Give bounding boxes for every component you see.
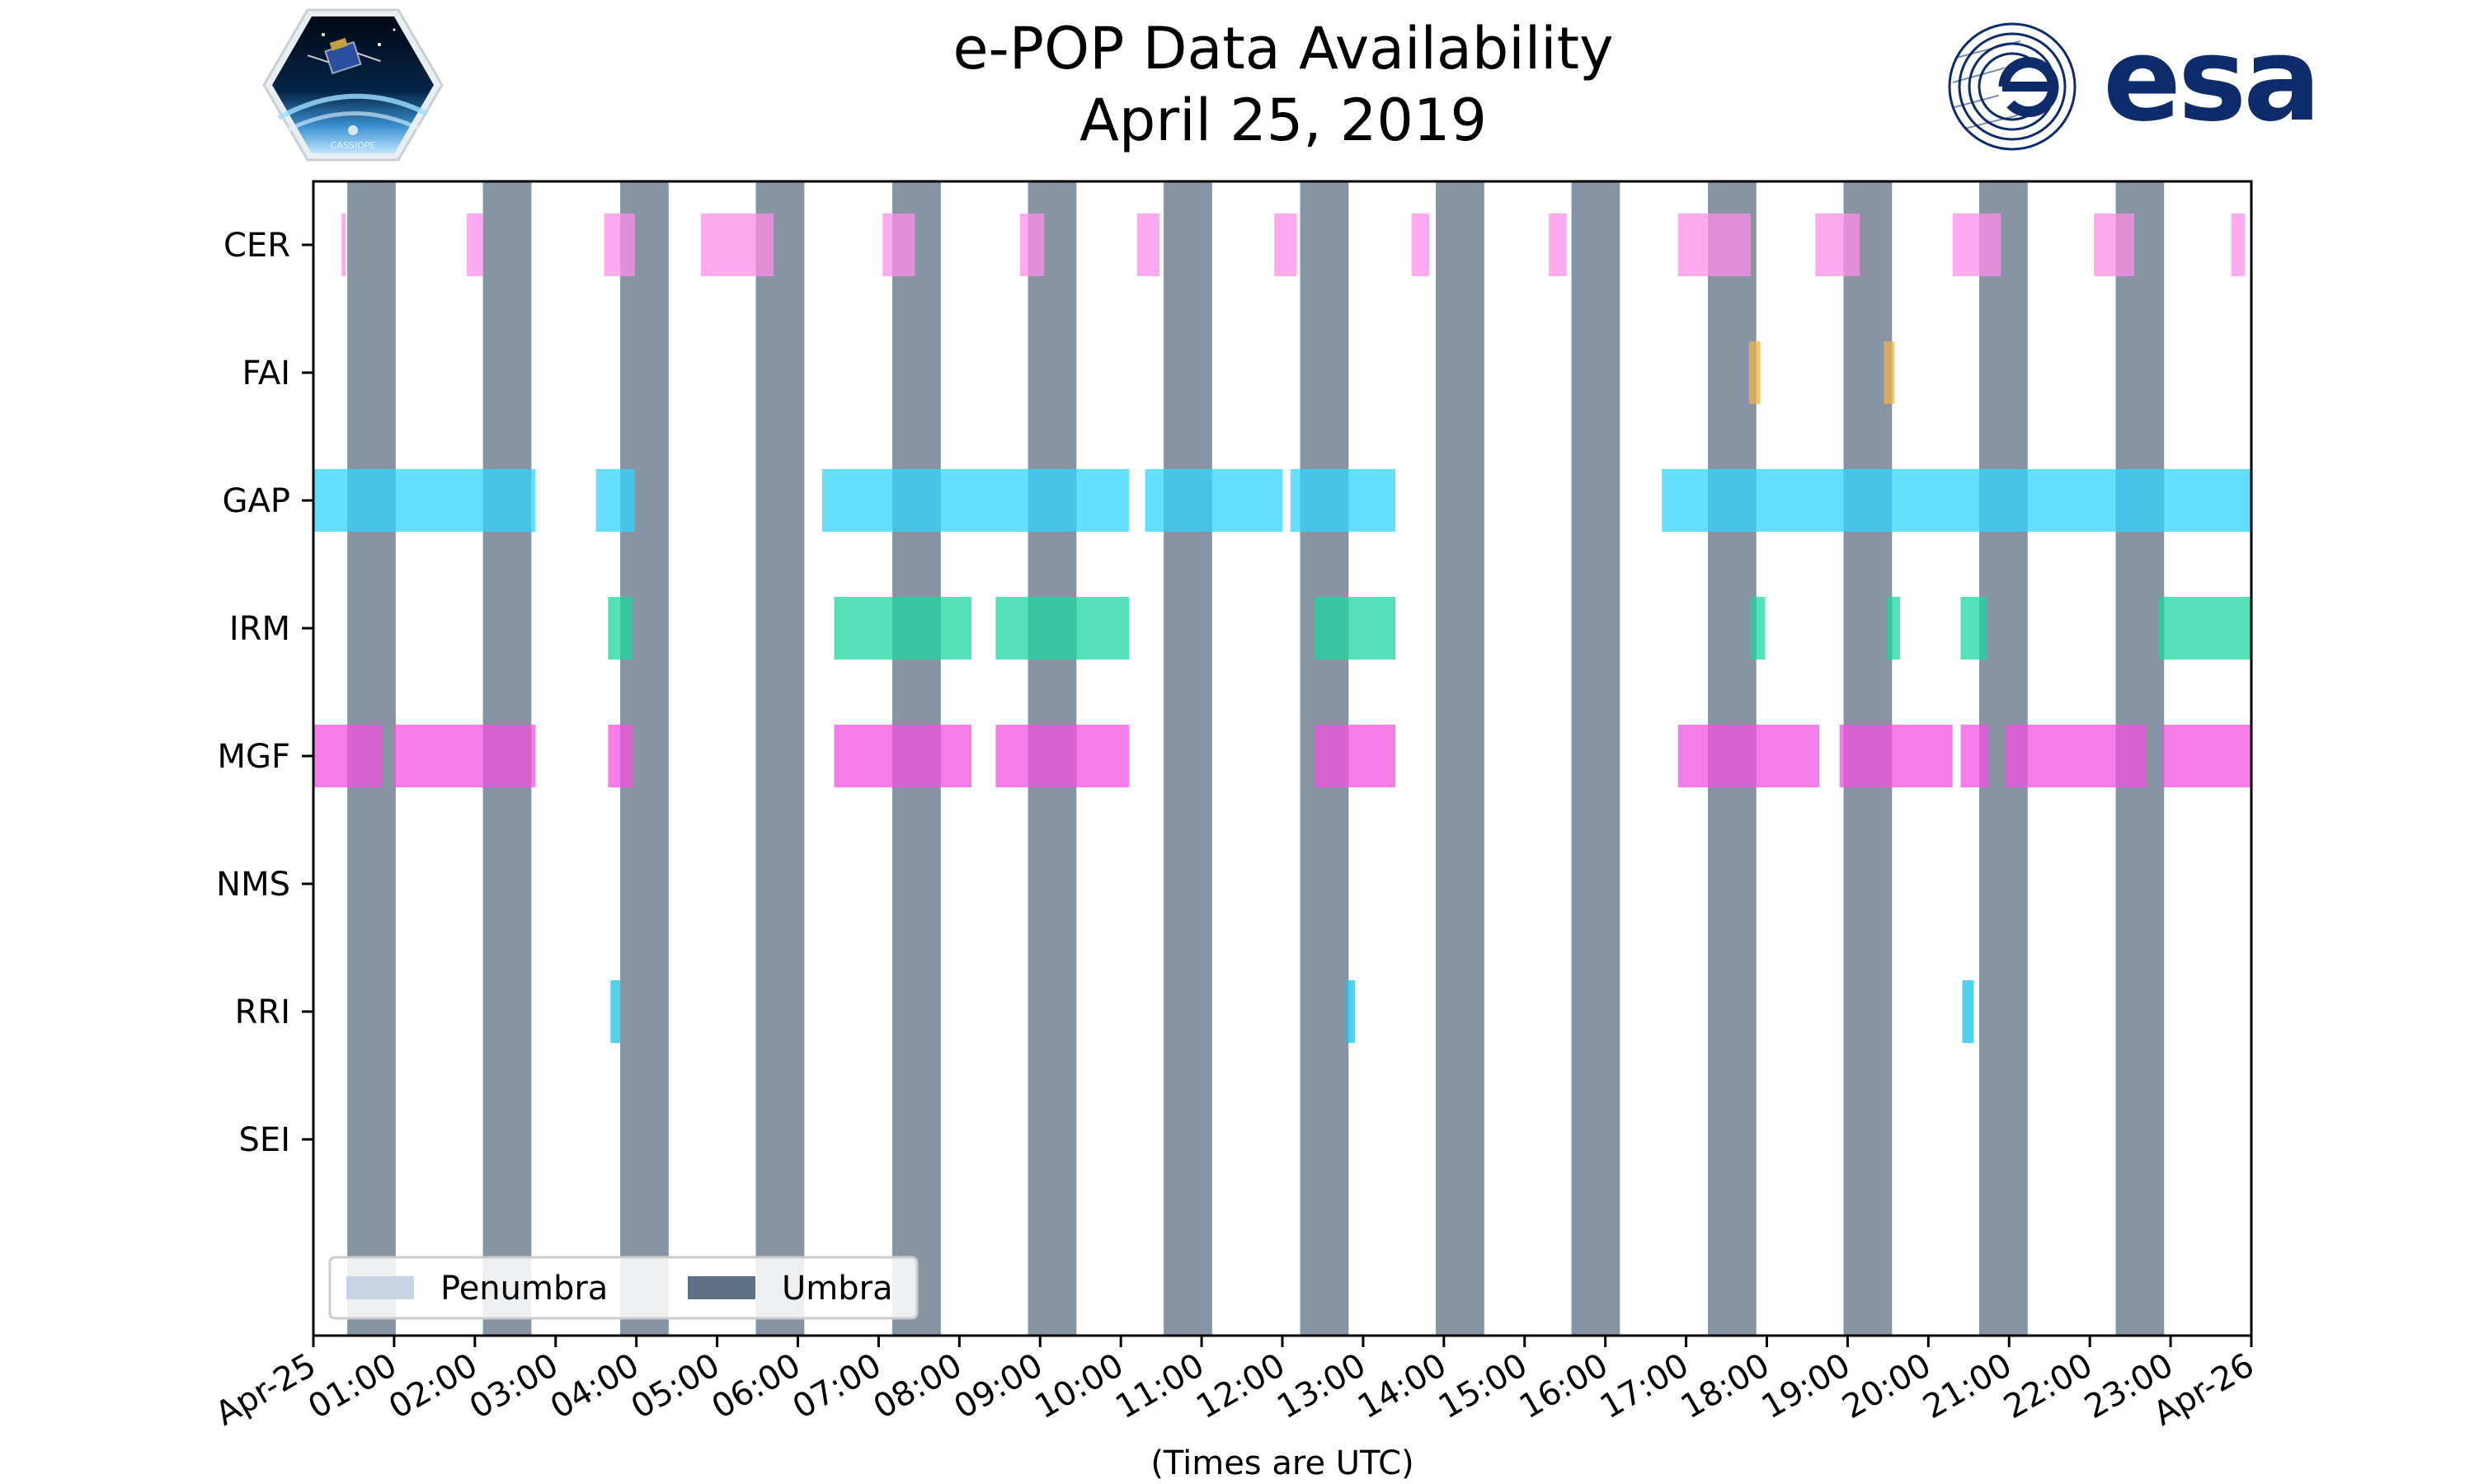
x-tick-label: 10:00 xyxy=(1028,1346,1130,1426)
availability-bar-cer xyxy=(2094,214,2135,276)
availability-bar-irm xyxy=(1750,597,1766,660)
availability-bar-gap xyxy=(1290,469,1396,532)
x-tick-label: 03:00 xyxy=(463,1346,565,1426)
availability-bar-mgf xyxy=(1677,725,1820,787)
availability-bar-irm xyxy=(1315,597,1396,660)
y-tick-label: NMS xyxy=(216,866,290,904)
legend-label-penumbra: Penumbra xyxy=(440,1270,608,1308)
x-tick-label: 07:00 xyxy=(787,1346,888,1426)
x-tick-label: 21:00 xyxy=(1917,1346,2018,1426)
legend-box xyxy=(328,1256,919,1320)
x-tick-label: 05:00 xyxy=(625,1346,727,1426)
x-tick-label: 14:00 xyxy=(1352,1346,1453,1426)
availability-bar-cer xyxy=(341,214,346,276)
x-tick-label: 19:00 xyxy=(1756,1346,1857,1426)
x-tick-label: 01:00 xyxy=(302,1346,403,1426)
availability-bar-rri xyxy=(1962,980,1974,1043)
y-tick-label: FAI xyxy=(242,355,291,392)
availability-bar-gap xyxy=(1145,469,1282,532)
chart-subtitle: April 25, 2019 xyxy=(1079,87,1487,154)
availability-bar-cer xyxy=(882,214,915,276)
availability-bar-rri xyxy=(610,980,621,1043)
x-axis-label: (Times are UTC) xyxy=(1150,1444,1413,1482)
availability-bar-irm xyxy=(2158,597,2251,660)
availability-bar-mgf xyxy=(1960,725,1989,787)
availability-bar-cer xyxy=(701,214,774,276)
availability-bar-cer xyxy=(1274,214,1297,276)
y-tick-label: GAP xyxy=(223,482,290,520)
x-tick-label: 02:00 xyxy=(383,1346,484,1426)
availability-bar-cer xyxy=(1952,214,2001,276)
availability-bars xyxy=(313,214,2251,1043)
availability-bar-cer xyxy=(604,214,635,276)
availability-bar-gap xyxy=(1662,469,2251,532)
legend-swatch-penumbra xyxy=(346,1276,414,1299)
x-tick-label: 22:00 xyxy=(1997,1346,2099,1426)
cassiope-mission-logo: CASSIOPE xyxy=(262,8,444,162)
y-tick-label: CER xyxy=(223,227,290,265)
availability-bar-mgf xyxy=(834,725,972,787)
availability-bar-fai xyxy=(1748,341,1761,404)
availability-bar-mgf xyxy=(1315,725,1396,787)
availability-bar-mgf xyxy=(608,725,633,787)
availability-bar-cer xyxy=(2231,214,2246,276)
x-tick-label: 08:00 xyxy=(867,1346,968,1426)
x-tick-label: 04:00 xyxy=(544,1346,646,1426)
y-tick-label: RRI xyxy=(235,993,290,1031)
chart-title: e-POP Data Availability xyxy=(952,15,1613,82)
legend: Penumbra Umbra xyxy=(328,1256,919,1320)
x-tick-label: 16:00 xyxy=(1513,1346,1615,1426)
umbra-band xyxy=(1436,181,1484,1336)
availability-bar-cer xyxy=(1411,214,1430,276)
availability-bar-mgf xyxy=(2005,725,2147,787)
availability-bar-mgf xyxy=(2162,725,2251,787)
esa-logo xyxy=(1948,22,2077,151)
availability-bar-cer xyxy=(1019,214,1045,276)
x-tick-label: 20:00 xyxy=(1836,1346,1937,1426)
availability-bar-mgf xyxy=(313,725,383,787)
availability-bar-fai xyxy=(1884,341,1895,404)
availability-bar-mgf xyxy=(995,725,1129,787)
legend-swatch-umbra xyxy=(688,1276,755,1299)
legend-label-umbra: Umbra xyxy=(782,1270,893,1308)
availability-bar-mgf xyxy=(393,725,536,787)
availability-bar-gap xyxy=(595,469,635,532)
availability-bar-irm xyxy=(995,597,1129,660)
availability-bar-irm xyxy=(608,597,633,660)
umbra-band xyxy=(1571,181,1620,1336)
availability-bar-cer xyxy=(1677,214,1751,276)
availability-bar-cer xyxy=(1136,214,1160,276)
availability-bar-rri xyxy=(1345,980,1356,1043)
cassiope-badge-text: CASSIOPE xyxy=(331,140,376,151)
availability-bar-cer xyxy=(467,214,483,276)
x-axis: Apr-2501:0002:0003:0004:0005:0006:0007:0… xyxy=(209,1336,2260,1434)
availability-bar-gap xyxy=(821,469,1129,532)
umbra-band xyxy=(1164,181,1212,1336)
x-tick-label: Apr-25 xyxy=(209,1346,322,1434)
availability-bar-gap xyxy=(313,469,536,532)
y-tick-label: IRM xyxy=(229,610,290,648)
esa-logo-text: esa xyxy=(2103,13,2321,148)
availability-bar-irm xyxy=(1960,597,1987,660)
x-tick-label: 15:00 xyxy=(1432,1346,1534,1426)
availability-bar-irm xyxy=(834,597,972,660)
x-tick-label: 11:00 xyxy=(1109,1346,1211,1426)
x-tick-label: 17:00 xyxy=(1594,1346,1696,1426)
availability-bar-mgf xyxy=(1839,725,1953,787)
x-tick-label: 09:00 xyxy=(948,1346,1049,1426)
availability-bar-cer xyxy=(1815,214,1860,276)
availability-bar-irm xyxy=(1886,597,1901,660)
availability-bar-cer xyxy=(1549,214,1567,276)
y-tick-label: SEI xyxy=(239,1121,290,1159)
x-tick-label: 18:00 xyxy=(1675,1346,1776,1426)
umbra-band xyxy=(755,181,805,1336)
y-tick-label: MGF xyxy=(217,738,290,776)
x-tick-label: 13:00 xyxy=(1271,1346,1372,1426)
x-tick-label: 06:00 xyxy=(706,1346,807,1426)
y-axis: CER FAI GAP IRM MGF NMS RRI SEI xyxy=(216,227,313,1159)
x-tick-label: 12:00 xyxy=(1190,1346,1291,1426)
